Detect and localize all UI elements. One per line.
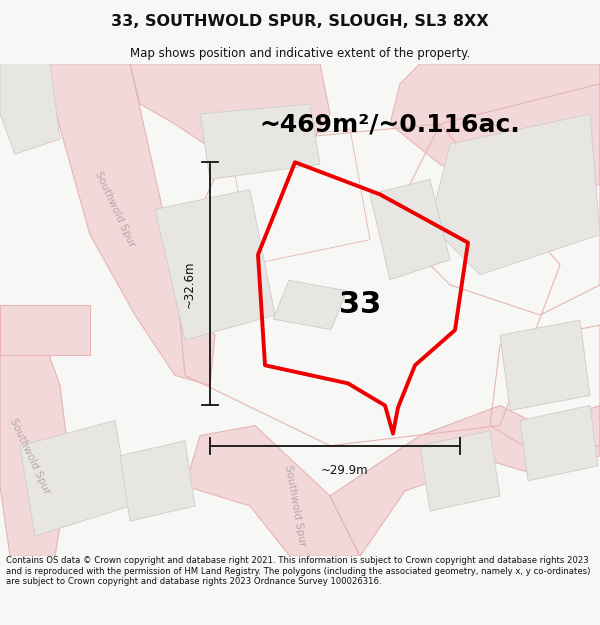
Polygon shape [430,114,600,275]
Polygon shape [120,441,195,521]
Polygon shape [420,431,500,511]
Polygon shape [155,189,275,340]
Polygon shape [0,335,70,556]
Text: Map shows position and indicative extent of the property.: Map shows position and indicative extent… [130,47,470,60]
Text: Contains OS data © Crown copyright and database right 2021. This information is : Contains OS data © Crown copyright and d… [6,556,590,586]
Text: ~469m²/~0.116ac.: ~469m²/~0.116ac. [260,112,520,136]
Polygon shape [500,320,590,411]
Polygon shape [330,406,600,556]
Text: Southwold Spur: Southwold Spur [283,464,307,548]
Polygon shape [390,64,600,204]
Polygon shape [370,179,450,280]
Text: 33, SOUTHWOLD SPUR, SLOUGH, SL3 8XX: 33, SOUTHWOLD SPUR, SLOUGH, SL3 8XX [111,14,489,29]
Text: ~32.6m: ~32.6m [183,260,196,308]
Polygon shape [185,426,360,556]
Polygon shape [200,104,320,179]
Polygon shape [273,281,347,329]
Text: Southwold Spur: Southwold Spur [93,170,137,249]
Text: 33: 33 [339,291,381,319]
Polygon shape [42,64,215,386]
Polygon shape [0,305,90,355]
Polygon shape [20,421,130,536]
Text: Southwold Spur: Southwold Spur [8,416,52,495]
Polygon shape [520,406,598,481]
Polygon shape [130,64,330,154]
Text: ~29.9m: ~29.9m [321,464,369,477]
Polygon shape [0,64,60,154]
